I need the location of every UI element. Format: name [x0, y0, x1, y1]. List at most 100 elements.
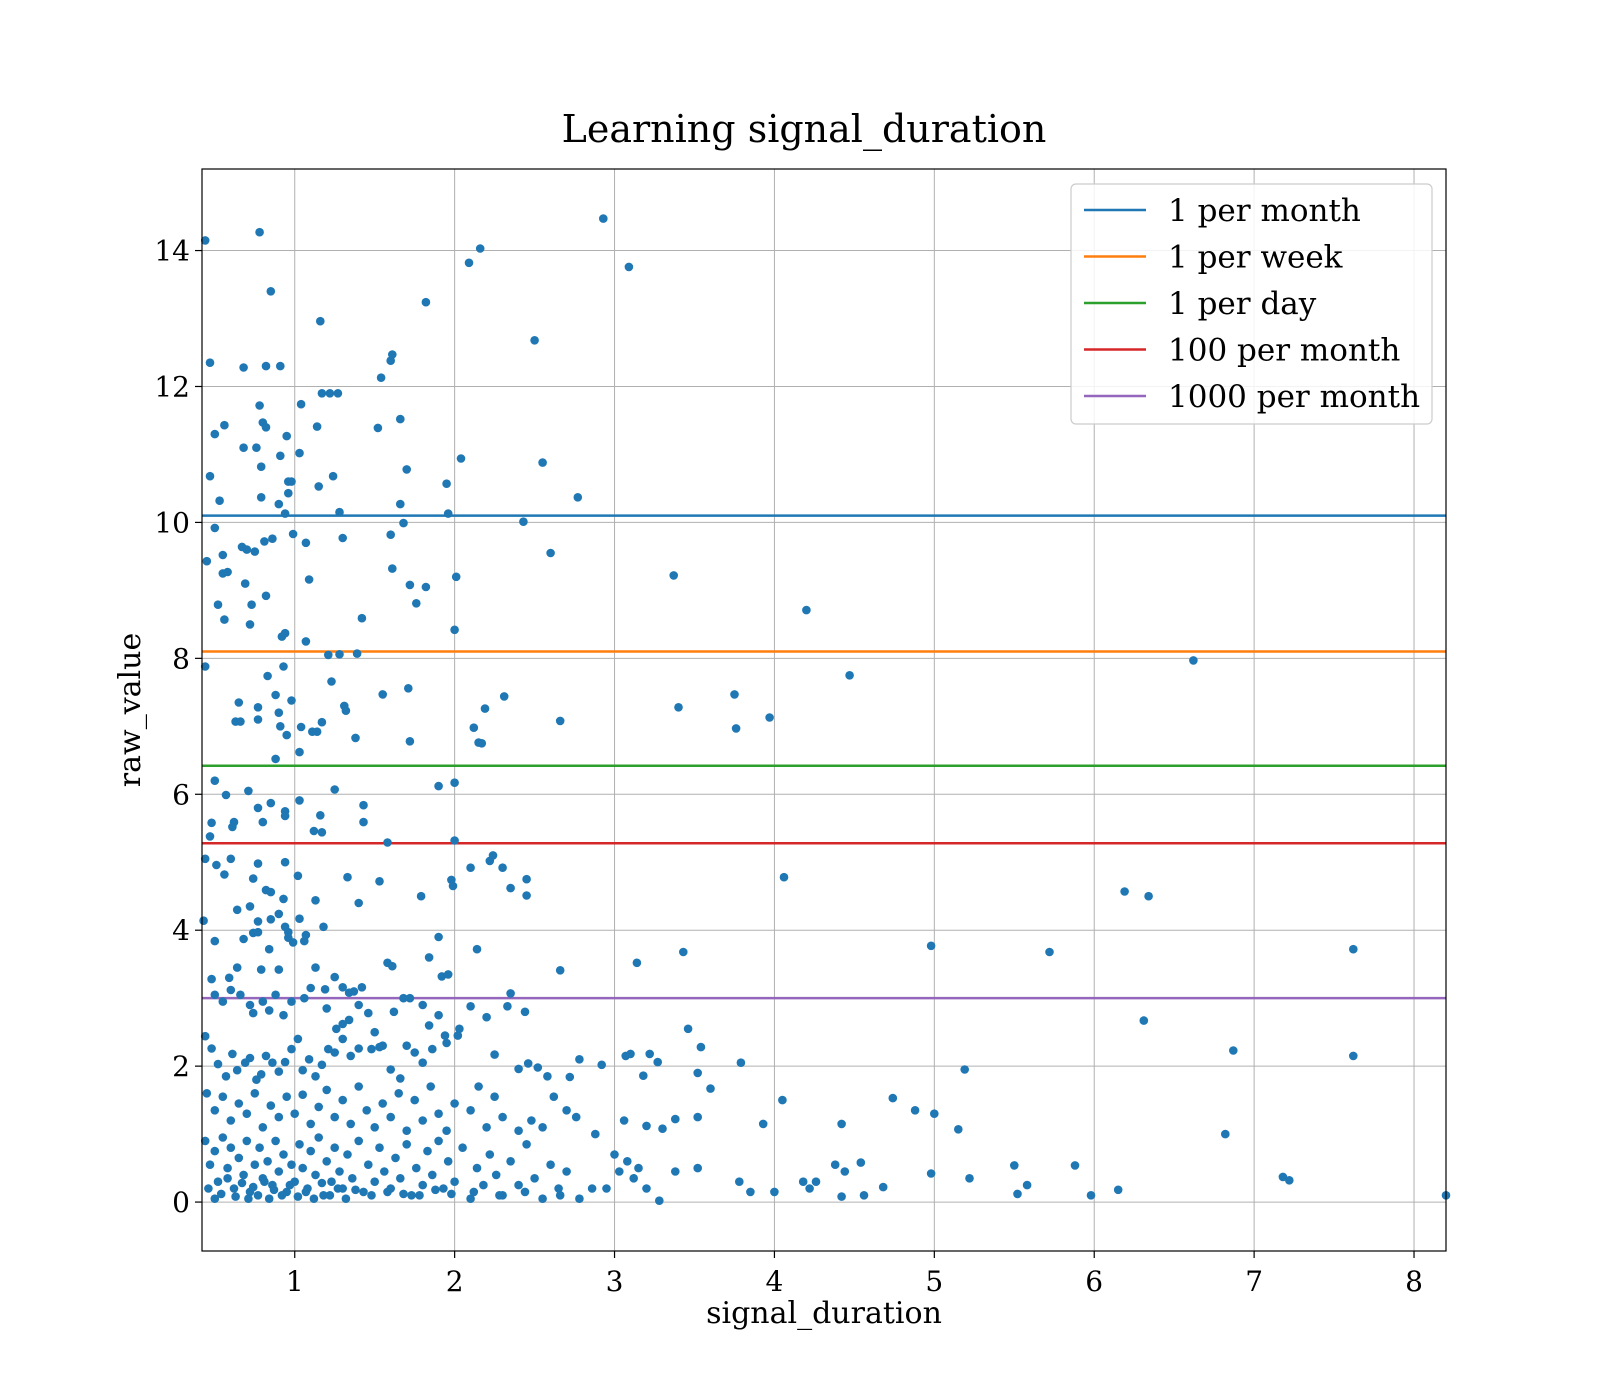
data-point	[333, 1184, 343, 1193]
data-point	[477, 739, 487, 748]
data-point	[415, 1191, 424, 1200]
data-point	[250, 1160, 260, 1169]
data-point	[571, 1112, 581, 1122]
data-point	[798, 1177, 808, 1186]
data-point	[758, 1119, 768, 1129]
data-point	[248, 1182, 258, 1192]
data-point	[402, 465, 412, 474]
data-point	[485, 1150, 495, 1159]
data-point	[370, 1177, 380, 1186]
legend: 1 per month 1 per week 1 per day 100 per mo…	[1070, 183, 1433, 425]
data-point	[491, 1170, 501, 1180]
data-point	[530, 1174, 539, 1183]
data-point	[383, 1187, 392, 1197]
legend-label: 1 per day	[1168, 286, 1317, 322]
legend-label: 1000 per month	[1168, 379, 1420, 415]
data-point	[599, 214, 608, 223]
data-point	[602, 1184, 611, 1193]
data-point	[277, 1191, 287, 1200]
data-point	[498, 1112, 507, 1122]
chart-title: Learning signal_duration	[562, 107, 1047, 152]
data-point	[386, 1112, 396, 1122]
data-point	[288, 529, 298, 539]
data-point	[253, 715, 263, 724]
data-point	[359, 800, 368, 810]
data-point	[671, 1114, 680, 1124]
data-point	[207, 1044, 216, 1053]
data-point	[255, 1143, 264, 1152]
legend-label: 100 per month	[1168, 333, 1400, 369]
data-point	[482, 1123, 491, 1132]
data-point	[268, 534, 277, 543]
x-tick-label: 4	[766, 1265, 784, 1298]
y-tick-label: 14	[154, 235, 190, 268]
data-point	[424, 1021, 434, 1030]
data-point	[1278, 1172, 1288, 1182]
data-point	[514, 1180, 523, 1190]
data-point	[514, 1064, 523, 1074]
data-point	[306, 1146, 316, 1156]
data-point	[555, 1191, 565, 1200]
data-point	[248, 1008, 258, 1018]
data-point	[837, 1192, 846, 1201]
data-point	[410, 1048, 420, 1057]
data-point	[464, 258, 474, 268]
data-point	[322, 1157, 332, 1166]
data-point	[837, 1119, 846, 1129]
data-point	[389, 1007, 399, 1017]
data-point	[506, 1157, 515, 1166]
data-point	[253, 927, 263, 937]
data-point	[926, 941, 936, 951]
data-point	[268, 1058, 277, 1067]
data-point	[779, 872, 789, 882]
data-point	[287, 1044, 296, 1054]
data-point	[434, 932, 443, 942]
data-point	[301, 930, 311, 940]
y-tick-label: 2	[172, 1050, 190, 1083]
data-point	[271, 690, 280, 700]
data-point	[926, 1169, 936, 1178]
data-point	[735, 1177, 744, 1186]
data-point	[237, 1178, 247, 1188]
data-point	[335, 507, 344, 517]
data-point	[1229, 1046, 1238, 1055]
data-point	[954, 1125, 963, 1134]
data-point	[317, 717, 327, 727]
data-point	[634, 1163, 643, 1173]
data-point	[226, 854, 236, 864]
data-point	[325, 389, 335, 398]
data-point	[626, 1049, 635, 1059]
data-point	[223, 1163, 232, 1173]
data-point	[253, 1191, 263, 1200]
data-point	[276, 451, 285, 461]
data-point	[642, 1184, 651, 1193]
data-point	[453, 1031, 463, 1040]
data-point	[239, 1170, 248, 1180]
data-point	[221, 790, 231, 800]
data-point	[475, 244, 485, 253]
data-point	[416, 891, 426, 901]
data-point	[317, 389, 327, 398]
data-point	[258, 1123, 268, 1132]
data-point	[282, 431, 292, 441]
data-point	[253, 917, 263, 926]
data-point	[253, 803, 263, 813]
data-point	[671, 1167, 680, 1176]
data-point	[396, 1174, 405, 1183]
data-point	[455, 1024, 464, 1034]
data-point	[253, 859, 263, 868]
data-point	[458, 1143, 467, 1152]
data-point	[404, 684, 413, 693]
data-point	[207, 818, 216, 828]
data-point	[639, 1071, 648, 1080]
data-point	[450, 778, 459, 787]
data-point	[1086, 1191, 1096, 1200]
data-point	[351, 733, 360, 743]
data-point	[274, 965, 284, 974]
data-point	[279, 662, 288, 671]
data-point	[274, 909, 284, 919]
data-point	[538, 458, 547, 467]
data-point	[683, 1024, 693, 1034]
data-point	[1349, 1051, 1358, 1061]
